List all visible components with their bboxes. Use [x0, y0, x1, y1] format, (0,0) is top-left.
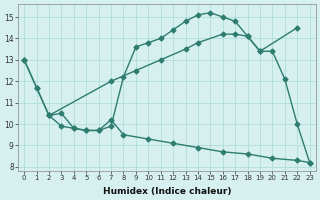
- X-axis label: Humidex (Indice chaleur): Humidex (Indice chaleur): [103, 187, 231, 196]
